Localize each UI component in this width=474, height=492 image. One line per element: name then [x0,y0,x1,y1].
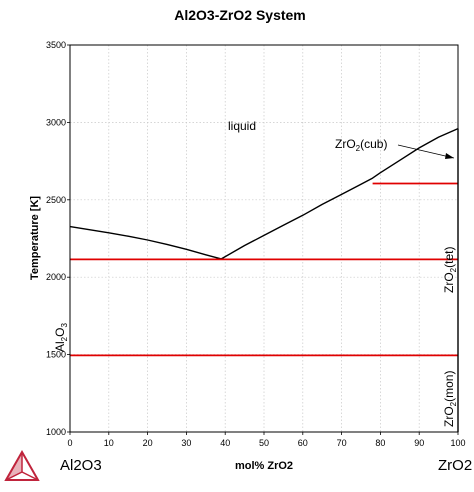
x-tick-label: 50 [259,438,269,448]
zro2-cub-pointer [397,144,455,159]
x-tick-label: 30 [181,438,191,448]
x-tick-label: 20 [143,438,153,448]
zro2-mon-sub: 2 [449,401,458,406]
zro2-mon-rest: (mon) [442,371,456,402]
zro2-tet-label: ZrO2(tet) [442,247,458,293]
zro2-mon-label: ZrO2(mon) [442,371,458,427]
chart-title: Al2O3-ZrO2 System [174,7,306,23]
right-endmember-label: ZrO2 [438,457,472,474]
y-tick-label: 3000 [46,117,66,127]
x-tick-label: 10 [104,438,114,448]
zro2-cub-arrowhead [445,153,454,159]
x-tick-label: 40 [220,438,230,448]
liquid-label: liquid [228,119,256,133]
alumina-mid: O [53,328,67,337]
x-tick-label: 70 [337,438,347,448]
y-tick-label: 1000 [46,427,66,437]
y-tick-label: 3500 [46,40,66,50]
zro2-cub-rest: (cub) [360,137,387,151]
x-tick-label: 60 [298,438,308,448]
x-tick-label: 100 [450,438,465,448]
y-axis-ticks: 1000 1500 2000 2500 3000 3500 [46,40,70,437]
series-line-liquidus [69,127,459,260]
x-tick-label: 80 [375,438,385,448]
alumina-sub2: 3 [60,323,69,328]
y-tick-label: 2000 [46,272,66,282]
y-tick-label: 2500 [46,195,66,205]
alumina-label: Al2O3 [53,323,69,352]
logo-icon [4,449,40,481]
left-endmember-label: Al2O3 [60,457,102,474]
y-axis-label: Temperature [K] [29,196,41,280]
alumina-base: Al [53,341,67,352]
alumina-sub1: 2 [60,336,69,341]
zro2-tet-sub: 2 [449,267,458,272]
x-tick-label: 0 [67,438,72,448]
x-tick-label: 90 [414,438,424,448]
zro2-tet-base: ZrO [442,272,456,293]
zro2-mon-base: ZrO [442,406,456,427]
x-axis-label: mol% ZrO2 [235,460,293,472]
zro2-tet-rest: (tet) [442,247,456,268]
y-tick-label: 1500 [46,350,66,360]
zro2-cub-base: ZrO [335,137,356,151]
zro2-cub-sub: 2 [356,144,361,153]
grid [70,45,458,432]
zro2-cub-label: ZrO2(cub) [335,137,387,153]
x-axis-ticks: 0 10 20 30 40 50 60 70 80 90 100 [67,432,466,448]
